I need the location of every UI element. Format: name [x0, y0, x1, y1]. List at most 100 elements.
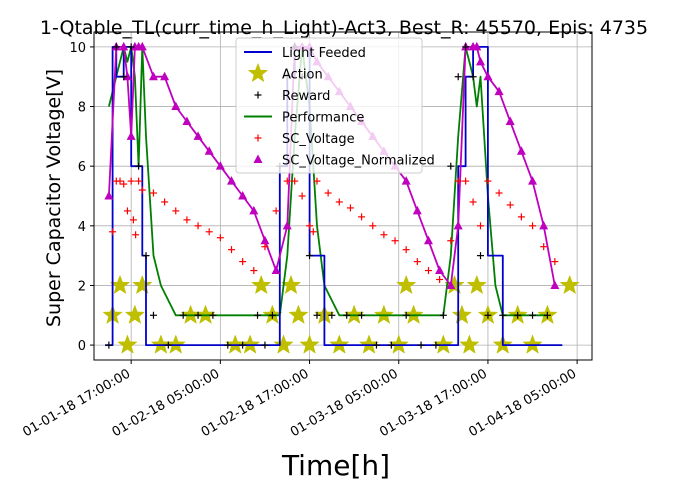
data-point-sc-voltage-normalized: [472, 41, 482, 51]
data-point-action: [329, 334, 350, 354]
data-point-sc-voltage-normalized: [104, 191, 114, 200]
data-point-sc-voltage-normalized: [238, 191, 248, 200]
legend-item-sc-voltage-normalized: SC_Voltage_Normalized: [253, 154, 435, 169]
data-point-reward: [402, 311, 410, 319]
data-point-sc-voltage-normalized: [505, 116, 515, 125]
data-point-sc-voltage-normalized: [126, 131, 136, 140]
data-point-action: [433, 334, 454, 354]
data-point-sc-voltage-normalized: [550, 280, 560, 289]
data-point-reward: [499, 311, 507, 319]
data-point-sc-voltage: [413, 258, 421, 266]
data-point-sc-voltage: [129, 216, 137, 224]
data-point-sc-voltage-normalized: [401, 176, 411, 185]
data-point-sc-voltage: [138, 186, 146, 194]
y-tick-label: 2: [78, 279, 86, 294]
data-point-action: [117, 334, 138, 354]
data-point-sc-voltage-normalized: [528, 176, 538, 185]
data-point-sc-voltage: [250, 267, 258, 275]
data-point-sc-voltage-normalized: [249, 205, 259, 215]
data-point-sc-voltage: [127, 177, 135, 185]
legend-label: Action: [282, 68, 323, 83]
data-point-reward: [239, 341, 247, 349]
data-point-sc-voltage-normalized: [260, 235, 270, 245]
data-point-reward: [529, 311, 537, 319]
data-point-sc-voltage: [228, 246, 236, 254]
data-point-reward: [261, 341, 269, 349]
legend-swatch: [253, 154, 263, 163]
data-point-reward: [514, 311, 522, 319]
data-point-sc-voltage: [551, 258, 559, 266]
data-point-reward: [417, 341, 425, 349]
y-tick-label: 4: [78, 220, 86, 235]
data-point-sc-voltage-normalized: [160, 71, 170, 81]
data-point-sc-voltage-normalized: [182, 116, 192, 125]
data-point-sc-voltage: [135, 177, 143, 185]
data-point-sc-voltage: [346, 204, 354, 212]
data-point-action: [180, 304, 201, 324]
data-point-reward: [313, 311, 321, 319]
data-point-sc-voltage: [261, 243, 269, 251]
data-point-reward: [105, 341, 113, 349]
data-point-action: [459, 334, 480, 354]
data-point-sc-voltage-normalized: [435, 265, 445, 275]
data-point-reward: [209, 311, 217, 319]
data-point-sc-voltage: [506, 201, 514, 209]
legend-label: Reward: [282, 89, 330, 104]
legend-item-light-feeded: Light Feeded: [244, 46, 366, 61]
legend-swatch: [254, 91, 262, 99]
data-point-sc-voltage: [313, 177, 321, 185]
data-point-sc-voltage: [358, 213, 366, 221]
data-point-action: [522, 334, 543, 354]
data-point-reward: [484, 311, 492, 319]
data-point-reward: [149, 311, 157, 319]
data-point-reward: [387, 341, 395, 349]
data-point-reward: [343, 311, 351, 319]
data-point-sc-voltage-normalized: [423, 235, 433, 245]
data-point-sc-voltage-normalized: [453, 220, 463, 230]
chart-title: 1-Qtable_TL(curr_time_h_Light)-Act3, Bes…: [40, 17, 648, 39]
data-point-action: [299, 334, 320, 354]
data-point-sc-voltage: [298, 192, 306, 200]
data-point-action: [288, 304, 309, 324]
data-point-action: [403, 304, 424, 324]
data-point-sc-voltage: [447, 237, 455, 245]
data-point-sc-voltage: [272, 207, 280, 215]
data-point-sc-voltage: [132, 231, 140, 239]
data-point-reward: [164, 341, 172, 349]
data-point-sc-voltage: [495, 189, 503, 197]
data-point-sc-voltage: [239, 258, 247, 266]
data-point-reward: [469, 73, 477, 81]
data-point-reward: [328, 311, 336, 319]
legend-item-performance: Performance: [244, 111, 364, 126]
data-point-sc-voltage: [335, 198, 343, 206]
data-point-sc-voltage-normalized: [516, 146, 526, 155]
data-point-action: [132, 274, 153, 295]
legend-swatch: [247, 62, 269, 83]
data-point-sc-voltage: [291, 177, 299, 185]
data-point-reward: [127, 43, 135, 51]
data-point-sc-voltage-normalized: [119, 41, 129, 51]
data-point-sc-voltage: [469, 198, 477, 206]
data-point-sc-voltage: [283, 177, 291, 185]
data-point-sc-voltage: [123, 207, 131, 215]
data-point-sc-voltage: [380, 231, 388, 239]
y-tick-label: 0: [78, 339, 86, 354]
data-point-sc-voltage: [484, 177, 492, 185]
data-point-action: [396, 274, 417, 295]
legend: Light Feeded Action Reward Performance SC_Vo…: [235, 37, 435, 174]
data-point-sc-voltage-normalized: [476, 56, 486, 66]
data-point-reward: [462, 43, 470, 51]
data-point-sc-voltage: [120, 180, 128, 188]
data-point-sc-voltage: [477, 222, 485, 230]
data-point-sc-voltage-normalized: [204, 146, 214, 155]
data-point-reward: [268, 311, 276, 319]
data-point-sc-voltage-normalized: [483, 71, 493, 81]
data-point-reward: [254, 311, 262, 319]
data-point-reward: [306, 252, 314, 260]
legend-box: [235, 37, 423, 174]
data-point-reward: [439, 311, 447, 319]
data-point-action: [165, 334, 186, 354]
data-point-action: [251, 274, 272, 295]
data-point-sc-voltage: [149, 189, 157, 197]
